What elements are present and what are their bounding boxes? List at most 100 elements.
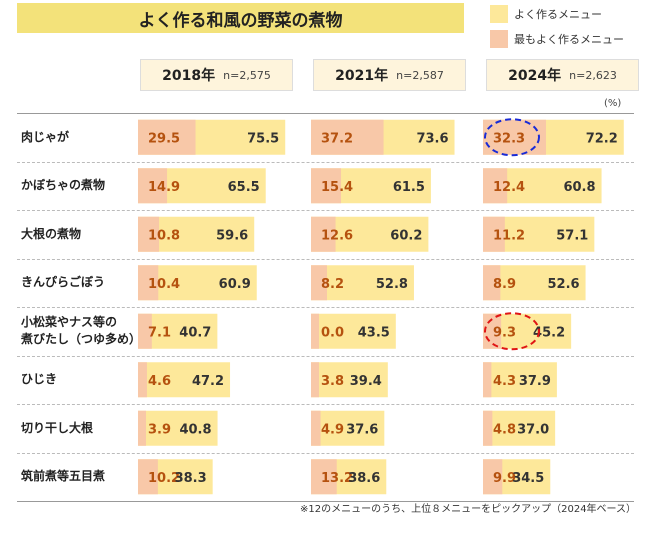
sample-size: n=2,587 [396,68,444,82]
data-label-most: 12.4 [493,180,525,195]
data-label-most: 4.6 [148,374,171,389]
bar-most [483,168,508,204]
bar-most [311,410,321,446]
data-label-often: 61.5 [393,180,425,195]
unit-label: (%) [604,98,622,109]
bar-most [311,313,319,349]
highlight-circle [484,312,540,351]
bar-most [138,265,159,301]
data-label-most: 32.3 [493,131,525,146]
data-label-often: 59.6 [216,228,248,243]
bar-most [138,313,152,349]
category-label: 切り干し大根 [21,420,94,435]
category-label: 筑前煮等五目煮 [21,469,106,484]
data-label-most: 4.8 [493,422,516,437]
data-label-often: 52.8 [376,277,408,292]
legend: よく作るメニュー 最もよく作るメニュー [490,4,624,54]
bar-most [138,410,146,446]
bar-most [483,459,503,495]
legend-item-most: 最もよく作るメニュー [490,29,624,49]
bar-often [311,410,385,446]
data-label-most: 4.9 [321,422,344,437]
data-label-often: 47.2 [192,374,224,389]
data-label-most: 29.5 [148,131,180,146]
footnote: ※12のメニューのうち、上位８メニューをピックアップ（2024年ベース） [300,504,637,515]
bar-often [311,313,396,349]
data-label-often: 65.5 [228,180,260,195]
bar-most [311,168,342,204]
bar-most [311,216,336,252]
data-label-most: 0.0 [321,325,344,340]
bar-most [138,119,196,155]
row-separator [17,258,634,260]
data-label-often: 37.6 [346,422,378,437]
data-label-most: 15.4 [321,180,353,195]
year-label: 2021年 [335,68,389,84]
data-label-often: 60.2 [390,228,422,243]
data-label-often: 45.2 [533,325,565,340]
bar-often [311,362,388,398]
bar-most [311,119,384,155]
data-label-often: 57.1 [556,228,588,243]
data-label-most: 3.9 [148,422,171,437]
bar-most [483,410,493,446]
data-label-most: 8.9 [493,277,516,292]
bar-most [483,362,492,398]
bar-most [138,216,160,252]
row-separator [17,307,634,308]
bar-most [483,119,546,155]
bar-most [138,168,168,204]
sample-size: n=2,623 [569,68,617,82]
bar-most [138,459,158,495]
data-label-often: 40.8 [179,422,211,437]
category-label: 肉じゃが [21,129,70,144]
bar-often [311,265,414,301]
legend-swatch-often [490,5,508,23]
data-label-often: 43.5 [358,325,390,340]
data-label-most: 11.2 [493,228,525,243]
data-label-most: 7.1 [148,325,171,340]
legend-label-often: よく作るメニュー [514,8,602,21]
legend-label-most: 最もよく作るメニュー [514,33,624,46]
data-label-most: 9.9 [493,471,516,486]
data-label-often: 72.2 [586,131,618,146]
data-label-most: 3.8 [321,374,344,389]
row-separator [17,501,634,502]
bar-most [311,459,337,495]
data-label-often: 40.7 [179,325,211,340]
bar-often [138,362,231,398]
year-label: 2024年 [508,68,562,84]
category-label: かぼちゃの煮物 [21,178,106,193]
row-separator [17,210,634,211]
row-separator [17,452,634,454]
bar-most [311,265,327,301]
data-label-most: 4.3 [493,374,516,389]
highlight-circle [484,118,540,157]
category-label: ひじき [21,372,58,387]
data-label-most: 37.2 [321,131,353,146]
row-separator [17,161,634,163]
data-label-most: 14.9 [148,180,180,195]
data-label-often: 73.6 [416,131,448,146]
data-label-often: 60.9 [219,277,251,292]
bar-most [138,362,147,398]
chart-title: よく作る和風の野菜の煮物 [17,3,464,33]
data-label-most: 10.8 [148,228,180,243]
sample-size: n=2,575 [223,68,271,82]
data-label-most: 8.2 [321,277,344,292]
data-label-often: 34.5 [512,471,544,486]
category-label: きんぴらごぼう [21,275,106,290]
data-label-often: 52.6 [547,277,579,292]
row-separator [17,404,634,405]
row-separator [17,355,634,357]
bar-often [138,410,218,446]
bar-most [483,216,505,252]
data-label-often: 38.6 [348,471,380,486]
data-label-often: 75.5 [247,131,279,146]
data-label-most: 9.3 [493,325,516,340]
year-header-2021: 2021年 n=2,587 [313,59,466,91]
bar-most [483,265,501,301]
data-label-often: 37.9 [519,374,551,389]
year-label: 2018年 [162,68,216,84]
bar-most [311,362,319,398]
